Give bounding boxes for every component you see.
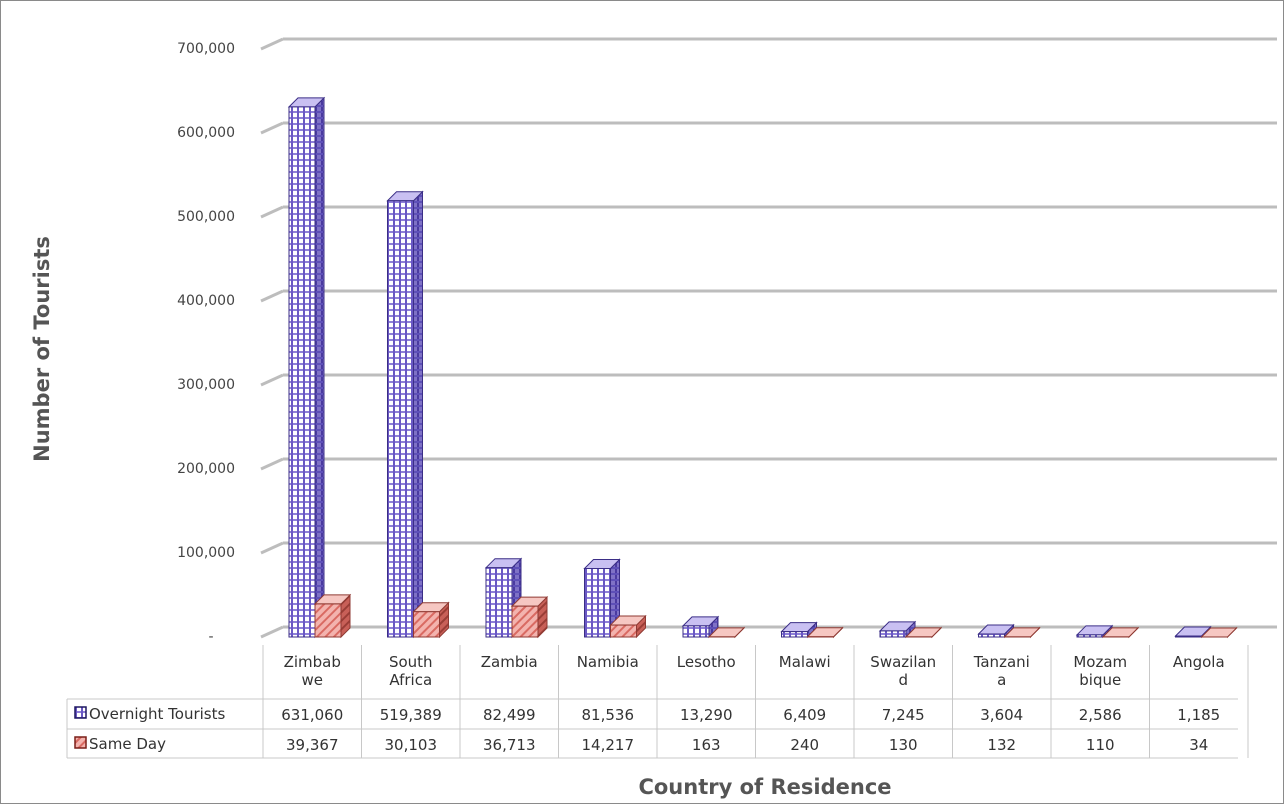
data-label: 7,245 bbox=[882, 706, 925, 724]
gridline-diag bbox=[260, 289, 284, 303]
bar-same-day bbox=[1101, 626, 1140, 639]
gridline-diag bbox=[260, 625, 284, 639]
data-label: 240 bbox=[790, 736, 819, 754]
data-label: 13,290 bbox=[680, 706, 733, 724]
gridline-diag bbox=[260, 457, 284, 471]
data-label: 14,217 bbox=[582, 736, 635, 754]
bar-same-day bbox=[1200, 626, 1238, 639]
bar-same-day bbox=[412, 601, 450, 639]
x-tick-label: Tanzani a bbox=[973, 653, 1030, 689]
bar-same-day bbox=[1003, 626, 1041, 639]
gridline-diag bbox=[260, 541, 284, 555]
y-axis-label: Number of Tourists bbox=[30, 236, 54, 462]
data-label: 132 bbox=[987, 736, 1016, 754]
x-tick-label: Namibia bbox=[577, 653, 639, 671]
y-tick-label: - bbox=[208, 629, 213, 645]
bar-overnight bbox=[386, 190, 424, 639]
data-label: 6,409 bbox=[783, 706, 826, 724]
data-label: 2,586 bbox=[1079, 706, 1122, 724]
bar-same-day bbox=[609, 614, 647, 639]
gridline-diag bbox=[260, 121, 284, 135]
y-tick-label: 600,000 bbox=[177, 125, 235, 141]
data-label: 3,604 bbox=[980, 706, 1023, 724]
data-label: 631,060 bbox=[281, 706, 343, 724]
bar-overnight bbox=[583, 558, 621, 639]
data-label: 519,389 bbox=[380, 706, 442, 724]
gridline-diag bbox=[260, 37, 284, 51]
bar-overnight bbox=[287, 96, 326, 639]
y-tick-label: 400,000 bbox=[177, 293, 235, 309]
data-label: 81,536 bbox=[582, 706, 635, 724]
y-tick-label: 500,000 bbox=[177, 209, 235, 225]
x-tick-label: Angola bbox=[1173, 653, 1225, 671]
legend-swatch bbox=[74, 706, 87, 719]
data-label: 82,499 bbox=[483, 706, 536, 724]
bar-overnight bbox=[878, 620, 917, 639]
data-label: 163 bbox=[692, 736, 721, 754]
x-tick-label: Mozam bique bbox=[1073, 653, 1127, 689]
bar-same-day bbox=[707, 626, 746, 639]
bar-overnight bbox=[780, 621, 818, 639]
gridline-diag bbox=[260, 205, 284, 219]
x-axis-label: Country of Residence bbox=[638, 775, 891, 799]
y-axis-ticks: - 100,000 200,000 300,000 400,000 500,000 600,… bbox=[177, 41, 235, 645]
x-tick-label: Zambia bbox=[481, 653, 538, 671]
data-label: 30,103 bbox=[385, 736, 438, 754]
legend-label: Overnight Tourists bbox=[89, 705, 225, 723]
y-tick-label: 200,000 bbox=[177, 461, 235, 477]
x-tick-label: Swazilan d bbox=[870, 653, 936, 689]
x-tick-label: Lesotho bbox=[677, 653, 736, 671]
gridline-diag bbox=[260, 373, 284, 387]
x-tick-label: Zimbab we bbox=[284, 653, 341, 689]
y-tick-label: 300,000 bbox=[177, 377, 235, 393]
x-tick-label: South Africa bbox=[389, 653, 433, 689]
bar-overnight bbox=[681, 615, 720, 639]
bars bbox=[287, 96, 1238, 639]
bar-same-day bbox=[806, 626, 844, 639]
y-tick-label: 700,000 bbox=[177, 41, 235, 57]
legend-label: Same Day bbox=[89, 735, 166, 753]
data-label: 1,185 bbox=[1177, 706, 1220, 724]
bar-same-day bbox=[510, 595, 549, 639]
data-label: 36,713 bbox=[483, 736, 536, 754]
data-label: 110 bbox=[1086, 736, 1115, 754]
bar-same-day bbox=[313, 593, 352, 639]
data-table: Zimbab we South Africa Zambia Namibia Lesotho M… bbox=[66, 645, 1249, 759]
bar-same-day bbox=[904, 626, 943, 639]
data-label: 130 bbox=[889, 736, 918, 754]
data-label: 34 bbox=[1189, 736, 1208, 754]
legend-swatch bbox=[74, 736, 87, 749]
x-tick-label: Malawi bbox=[779, 653, 831, 671]
data-label: 39,367 bbox=[286, 736, 339, 754]
y-tick-label: 100,000 bbox=[177, 545, 235, 561]
